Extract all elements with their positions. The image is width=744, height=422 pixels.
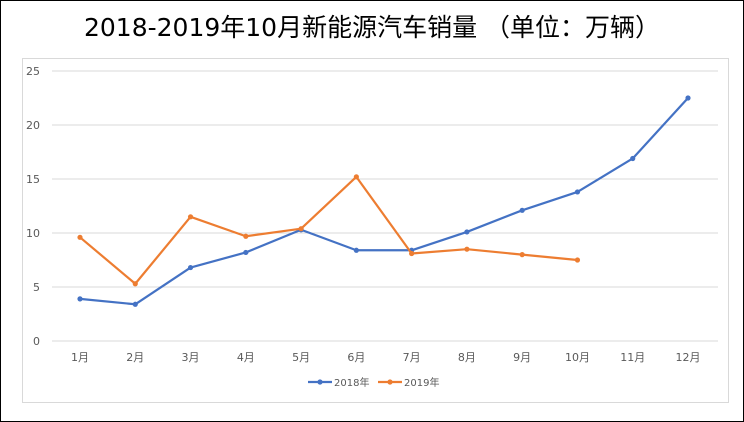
x-tick-label: 6月 (347, 351, 365, 364)
data-point (519, 252, 525, 258)
data-point (409, 250, 415, 257)
y-tick-label: 10 (26, 227, 40, 240)
data-point (187, 264, 194, 271)
x-tick-label: 12月 (676, 351, 701, 364)
x-tick-label: 5月 (292, 351, 310, 364)
series-line-2018年 (79, 97, 689, 306)
x-tick-label: 1月 (71, 351, 89, 364)
y-tick-label: 0 (33, 335, 40, 348)
y-tick-label: 20 (26, 119, 40, 132)
data-point (685, 95, 691, 101)
data-point (77, 234, 83, 240)
data-point (464, 246, 470, 252)
chart-title: 2018-2019年10月新能源汽车销量 （单位：万辆） (83, 13, 661, 42)
y-tick-label: 25 (26, 65, 40, 78)
legend-label: 2018年 (334, 376, 369, 389)
x-tick-label: 3月 (182, 351, 200, 364)
data-point (574, 189, 581, 195)
y-tick-label: 15 (26, 173, 40, 186)
y-tick-label: 5 (33, 281, 40, 294)
x-tick-label: 4月 (237, 351, 255, 364)
legend-marker (317, 379, 323, 385)
x-tick-label: 8月 (458, 351, 476, 364)
data-point (132, 281, 138, 287)
series-line-2019年 (79, 175, 578, 285)
data-point (243, 233, 249, 239)
data-point (243, 249, 249, 256)
data-point (77, 296, 83, 302)
legend-marker (387, 379, 393, 385)
data-point (574, 257, 581, 263)
x-tick-label: 10月 (565, 351, 590, 364)
legend-label: 2019年 (404, 376, 439, 389)
x-tick-label: 11月 (620, 351, 645, 364)
data-point (630, 155, 636, 162)
chart-area (22, 58, 729, 403)
data-point (187, 214, 194, 220)
data-point (519, 207, 525, 213)
x-tick-label: 9月 (513, 351, 531, 364)
data-point (353, 247, 359, 253)
data-point (464, 229, 470, 235)
data-point (132, 301, 138, 307)
x-tick-label: 7月 (403, 351, 421, 364)
data-point (298, 226, 304, 232)
x-tick-label: 2月 (126, 351, 144, 364)
data-point (353, 174, 359, 180)
